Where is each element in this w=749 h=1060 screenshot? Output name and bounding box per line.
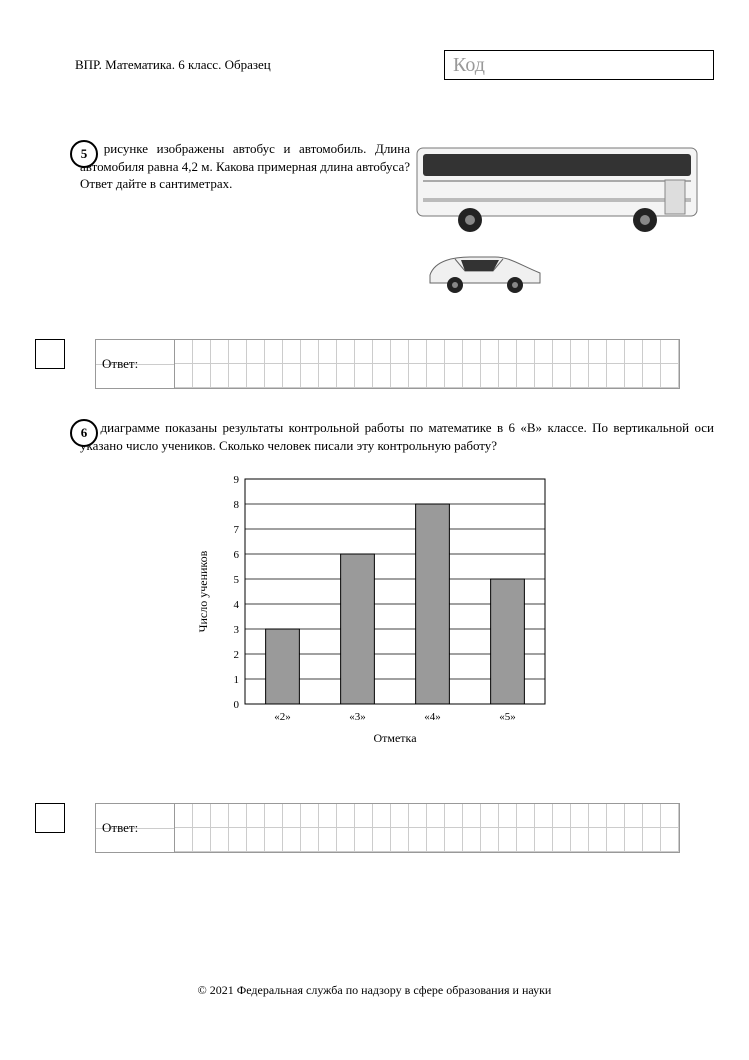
answer-grid-6[interactable]: Ответ: xyxy=(95,803,680,853)
answer-checkbox-5[interactable] xyxy=(35,339,65,369)
answer-checkbox-6[interactable] xyxy=(35,803,65,833)
svg-text:5: 5 xyxy=(233,574,239,586)
question-number-6: 6 xyxy=(70,419,98,447)
svg-text:0: 0 xyxy=(233,699,239,711)
svg-text:3: 3 xyxy=(233,624,239,636)
svg-text:«4»: «4» xyxy=(424,711,441,723)
svg-text:7: 7 xyxy=(233,524,239,536)
code-input-box[interactable]: Код xyxy=(444,50,714,80)
page-footer: © 2021 Федеральная служба по надзору в с… xyxy=(35,983,714,998)
question-5-illustration xyxy=(415,140,714,299)
question-number-5: 5 xyxy=(70,140,98,168)
svg-text:«2»: «2» xyxy=(274,711,291,723)
header-title: ВПР. Математика. 6 класс. Образец xyxy=(35,57,271,73)
svg-text:4: 4 xyxy=(233,599,239,611)
answer-label: Ответ: xyxy=(96,804,175,852)
svg-text:1: 1 xyxy=(233,674,239,686)
svg-text:9: 9 xyxy=(233,474,239,486)
question-6-text: На диаграмме показаны результаты контрол… xyxy=(80,419,714,454)
svg-text:«3»: «3» xyxy=(349,711,366,723)
svg-text:Отметка: Отметка xyxy=(373,731,417,745)
svg-text:8: 8 xyxy=(233,499,239,511)
svg-text:Число учеников: Число учеников xyxy=(196,550,210,632)
question-5-text: На рисунке изображены автобус и автомоби… xyxy=(80,140,410,299)
answer-grid-5[interactable]: Ответ: xyxy=(95,339,680,389)
svg-text:«5»: «5» xyxy=(499,711,516,723)
answer-label: Ответ: xyxy=(96,340,175,388)
svg-text:6: 6 xyxy=(233,549,239,561)
svg-text:2: 2 xyxy=(233,649,239,661)
question-6-chart: 0 1 2 3 4 5 6 7 8 9 «2» «3» «4» «5» Отметка Число учени… xyxy=(185,469,565,763)
